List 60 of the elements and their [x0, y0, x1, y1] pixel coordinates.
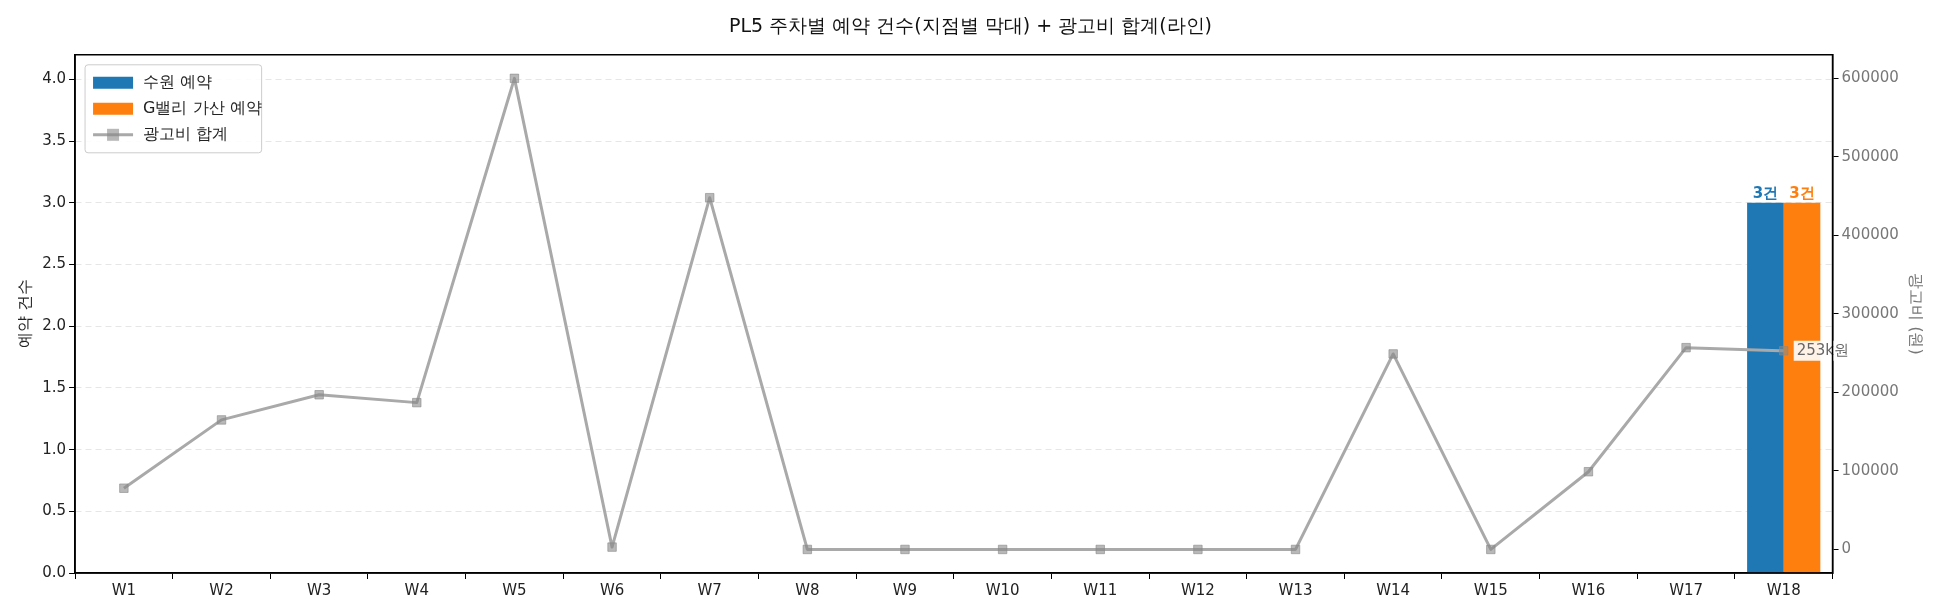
point	[1095, 544, 1105, 555]
x-tick-label: W13	[1278, 580, 1313, 599]
y2-tick-label: 200000	[1841, 382, 1899, 401]
y-axis-title: 예약 건수	[14, 279, 34, 349]
x-tick-label: W11	[1083, 580, 1118, 599]
y2-tick-label: 500000	[1841, 146, 1899, 165]
data-label: 3건	[1752, 184, 1779, 203]
y-tick-label: 3.0	[42, 192, 67, 211]
point	[119, 483, 129, 493]
point	[1193, 544, 1203, 555]
point	[607, 542, 617, 552]
y2-tick-label: 100000	[1841, 460, 1899, 479]
y2-tick-label: 300000	[1841, 303, 1899, 322]
chart-title: PL5 주차별 예약 건수(지점별 막대) + 광고비 합계(라인)	[729, 14, 1212, 37]
y-tick-label: 0.0	[42, 562, 67, 581]
point	[509, 73, 520, 84]
point	[704, 192, 715, 203]
point	[1583, 466, 1594, 477]
x-tick-label: W2	[209, 580, 234, 599]
x-tick-label: W18	[1766, 580, 1801, 599]
x-tick-label: W3	[306, 580, 332, 599]
legend-label: G밸리 가산 예약	[143, 97, 262, 117]
y2-tick-label: 400000	[1841, 225, 1899, 244]
point	[412, 397, 422, 408]
x-tick-label: W4	[404, 580, 429, 599]
y-tick-label: 1.5	[42, 377, 67, 396]
y-tick-label: 2.5	[42, 254, 67, 273]
point	[802, 544, 813, 555]
y2-axis-title: 광고비 (원)	[1907, 273, 1927, 355]
data-label: 3건	[1789, 184, 1815, 203]
legend-label: 수원 예약	[143, 71, 213, 91]
y2-tick-label: 0	[1841, 539, 1852, 558]
x-tick-label: W9	[892, 580, 918, 599]
x-tick-label: W1	[111, 580, 137, 599]
point	[1486, 544, 1496, 555]
y-tick-label: 4.0	[42, 69, 67, 88]
x-tick-label: W16	[1571, 580, 1606, 599]
point	[1681, 342, 1691, 353]
y-tick-label: 1.0	[42, 439, 67, 458]
point	[1388, 349, 1398, 359]
x-tick-label: W15	[1473, 580, 1508, 599]
legend-label: 광고비 합계	[143, 123, 229, 143]
x-tick-label: W5	[502, 580, 527, 599]
x-tick-label: W6	[599, 580, 625, 599]
point	[314, 390, 324, 400]
point	[1290, 544, 1301, 555]
x-tick-label: W17	[1669, 580, 1704, 599]
y-tick-label: 3.5	[42, 131, 67, 150]
point	[1778, 346, 1789, 356]
y2-tick-label: 600000	[1841, 68, 1899, 87]
x-tick-label: W10	[985, 580, 1020, 599]
point	[900, 544, 910, 555]
x-tick-label: W14	[1376, 580, 1411, 599]
point	[997, 544, 1008, 555]
point	[216, 415, 227, 425]
x-tick-label: W12	[1180, 580, 1215, 599]
y-tick-label: 2.0	[42, 316, 67, 335]
x-tick-label: W8	[795, 580, 820, 599]
x-tick-label: W7	[697, 580, 722, 599]
y-tick-label: 0.5	[42, 501, 67, 520]
